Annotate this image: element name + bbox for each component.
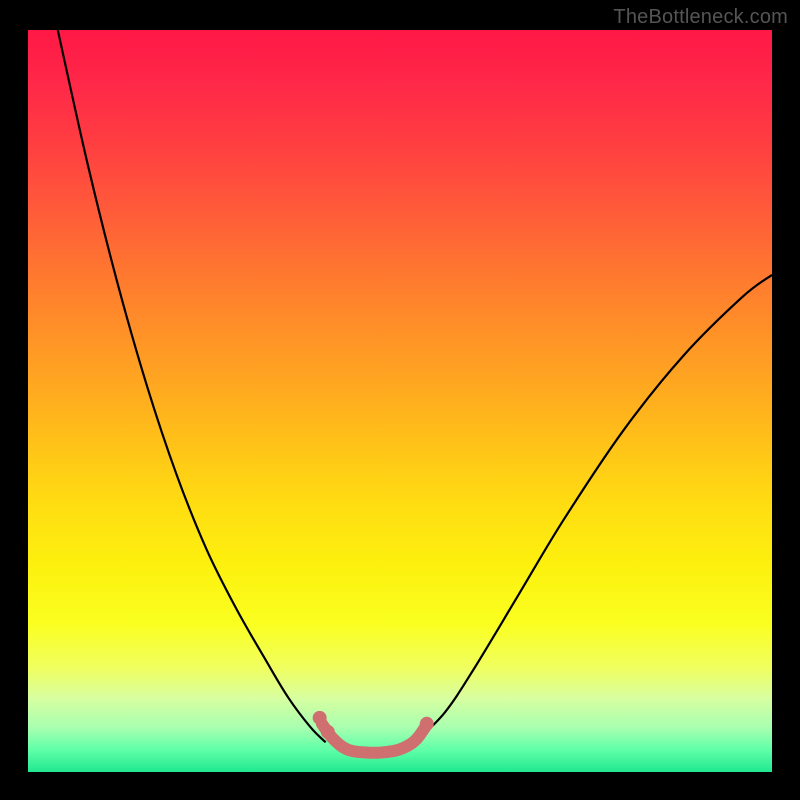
segment-end-dot: [420, 717, 434, 731]
segment-end-dot: [321, 725, 335, 739]
bottom-optimal-segment: [322, 724, 426, 753]
curve-left: [58, 30, 326, 742]
segment-end-dot: [313, 711, 327, 725]
chart-svg-layer: [28, 30, 772, 772]
bottleneck-chart: [28, 30, 772, 772]
curve-right: [415, 275, 772, 742]
watermark-text: TheBottleneck.com: [613, 6, 788, 29]
